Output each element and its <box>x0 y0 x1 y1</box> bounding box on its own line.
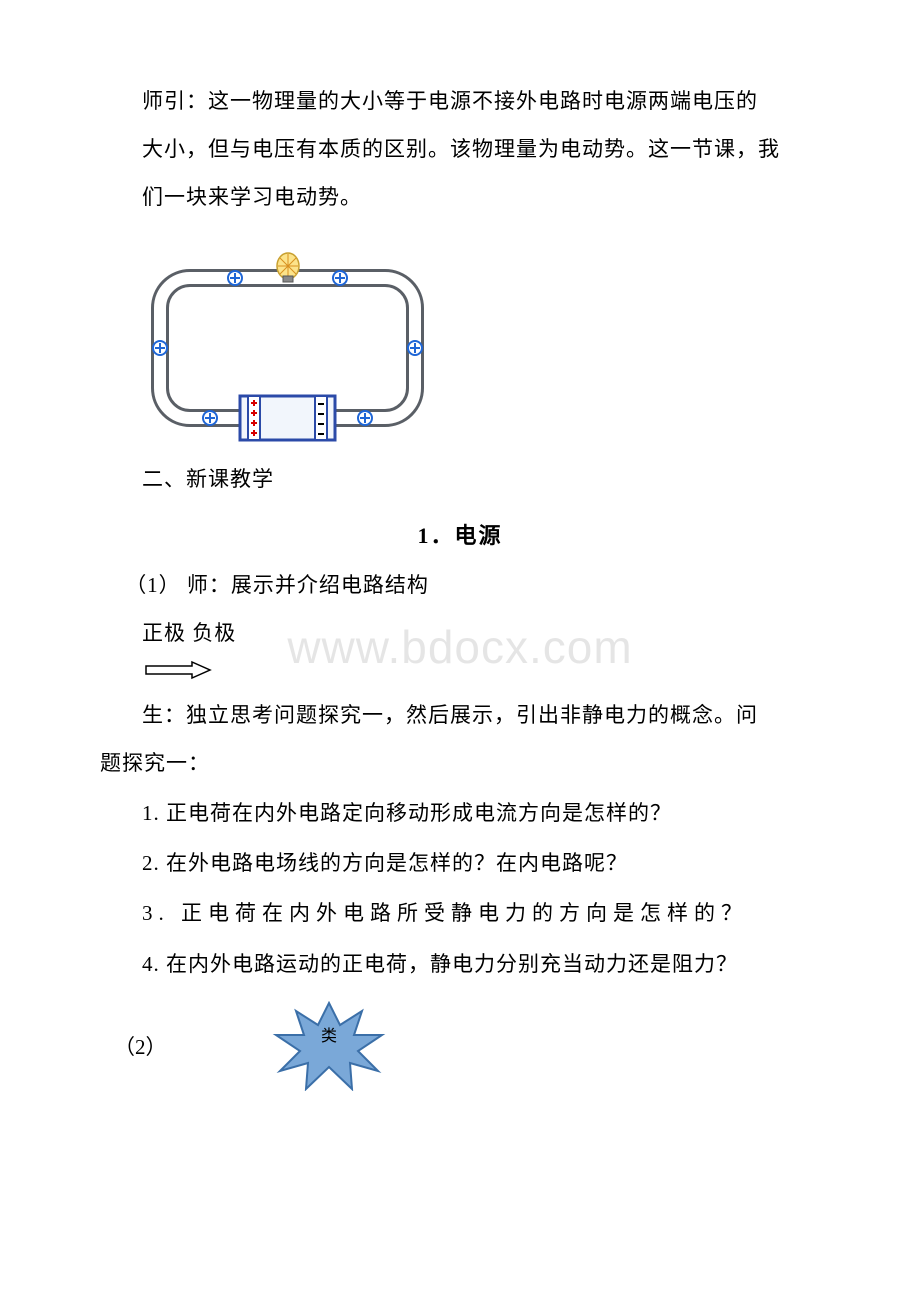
section-2-heading: 二、新课教学 <box>100 458 820 500</box>
intro-line-3: 们一块来学习电动势。 <box>100 176 820 218</box>
polarity-label: 正极 负极 <box>100 612 820 654</box>
paragraph-2a: 生：独立思考问题探究一，然后展示，引出非静电力的概念。问 <box>100 694 820 736</box>
battery-icon <box>240 396 335 440</box>
item-2-row: （2） 类 <box>100 1001 820 1091</box>
intro-line-2: 大小，但与电压有本质的区别。该物理量为电动势。这一节课，我 <box>100 128 820 170</box>
circuit-diagram <box>140 248 440 448</box>
explosion-star-icon: 类 <box>264 1001 394 1091</box>
question-3: 3. 正电荷在内外电路所受静电力的方向是怎样的？ <box>100 890 820 936</box>
intro-line-2-main: 大小，但与电压有本质的区别。该物理量为电动势。这一节课，我 <box>142 137 780 161</box>
intro-line-1: 师引：这一物理量的大小等于电源不接外电路时电源两端电压的 <box>100 80 820 122</box>
question-4: 4. 在内外电路运动的正电荷，静电力分别充当动力还是阻力？ <box>100 941 820 987</box>
question-list: 1. 正电荷在内外电路定向移动形成电流方向是怎样的？ 2. 在外电路电场线的方向… <box>100 790 820 987</box>
arrow-icon <box>144 660 820 680</box>
item-1: （1） 师：展示并介绍电路结构 <box>100 564 820 606</box>
star-label-text: 类 <box>321 1027 337 1045</box>
heading-power-source: 1．电源 <box>100 518 820 550</box>
circuit-svg <box>140 248 440 448</box>
question-2: 2. 在外电路电场线的方向是怎样的？在内电路呢？ <box>100 840 820 886</box>
item-2-label: （2） <box>114 1031 194 1061</box>
question-1: 1. 正电荷在内外电路定向移动形成电流方向是怎样的？ <box>100 790 820 836</box>
document-body: 师引：这一物理量的大小等于电源不接外电路时电源两端电压的 大小，但与电压有本质的… <box>100 80 820 1091</box>
paragraph-2b: 题探究一： <box>100 742 820 784</box>
